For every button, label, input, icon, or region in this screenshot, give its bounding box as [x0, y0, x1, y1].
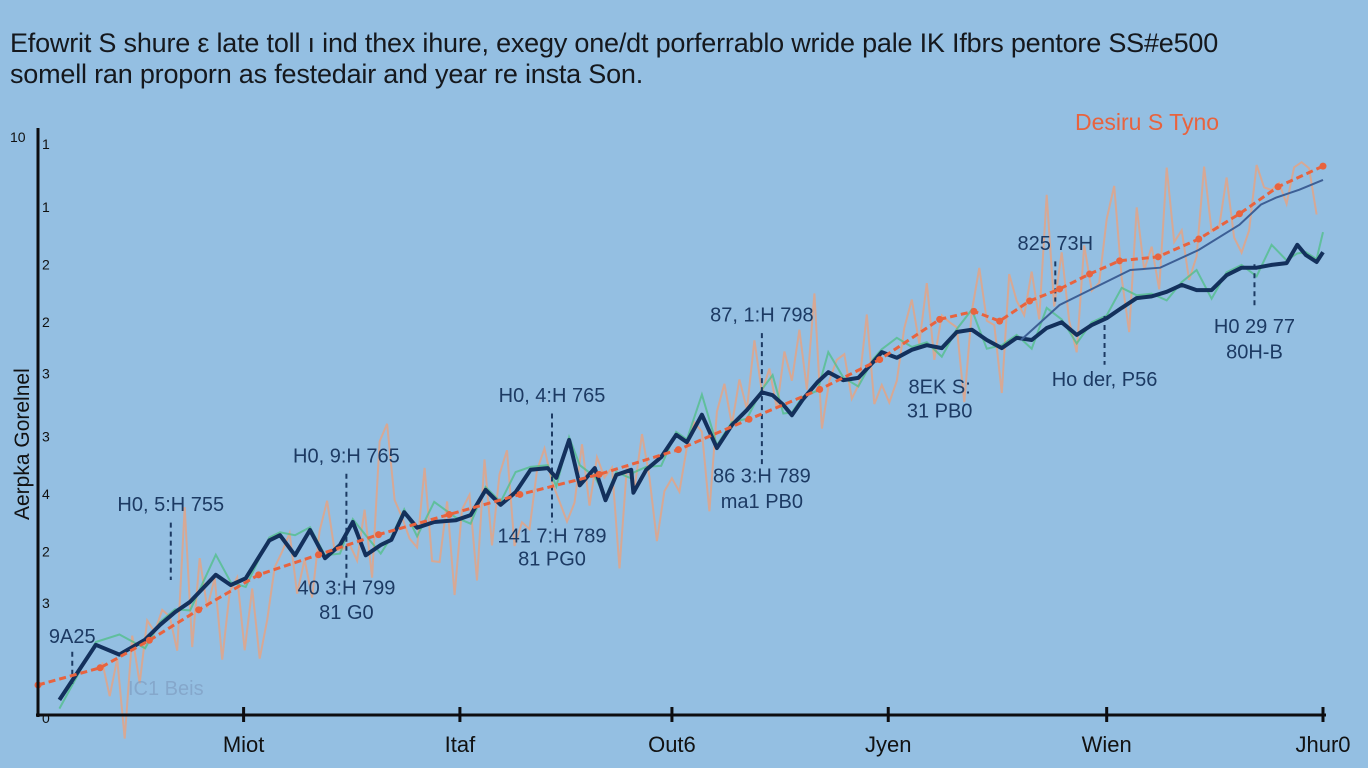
axes [36, 128, 1326, 717]
x-tick-label: Out6 [648, 732, 696, 757]
y-tick-label: 4 [42, 486, 50, 502]
x-tick-label: Jyen [865, 732, 911, 757]
trend-marker [145, 636, 153, 644]
annotation-label: Ho der, P56 [1052, 369, 1158, 391]
annotation-label: 825 73H [1017, 233, 1093, 255]
x-ticks: Miot Itaf Out6 Jyen Wien Jhur0 [223, 707, 1351, 757]
y-tick-label: 2 [42, 314, 50, 330]
trend-marker [745, 415, 753, 423]
trend-marker [1274, 183, 1282, 191]
y-tick-label: 0 [42, 710, 50, 726]
title-line-2: somell ran proporn as festedair and year… [10, 59, 644, 89]
trend-marker [375, 531, 383, 539]
trend-marker [1235, 210, 1243, 218]
title-line-1: Efowrit S shure ε late toll ı ind thex i… [10, 28, 1219, 58]
annotation-label: 31 PB0 [907, 401, 973, 423]
trend-marker [195, 606, 203, 614]
x-tick-label: Miot [223, 732, 265, 757]
series-line-trend [37, 164, 1324, 687]
series-line-main [57, 242, 1325, 702]
annotation-label: H0, 4:H 765 [499, 385, 606, 407]
x-tick-label: Wien [1082, 732, 1132, 757]
trend-marker [1154, 253, 1162, 261]
trend-marker [816, 385, 824, 393]
trend-marker [315, 551, 323, 559]
annotation-label: 81 G0 [319, 602, 373, 624]
trend-marker [970, 307, 978, 315]
annotation-label: 8EK S: [909, 376, 971, 398]
annotations: 9A25 H0, 5:H 755 H0, 9:H 765 40 3:H 799 81 G… [49, 233, 1295, 648]
annotation-label: 80H-B [1226, 341, 1283, 363]
trend-marker [595, 470, 603, 478]
trend-marker [876, 356, 884, 364]
y-tick-labels: 10 1 1 2 2 3 3 4 2 3 0 [10, 129, 50, 726]
y-tick-label: 2 [42, 257, 50, 273]
watermark-logo: IC1 Beis [128, 678, 204, 700]
trend-marker [996, 317, 1004, 325]
annotation-label: H0 29 77 [1214, 316, 1295, 338]
trend-marker [1056, 285, 1064, 293]
annotation-label: 141 7:H 789 [498, 526, 607, 548]
annotation-label: 9A25 [49, 626, 96, 648]
x-tick-label: Itaf [445, 732, 476, 757]
noise-spikes [101, 160, 1318, 739]
y-tick-label: 2 [42, 544, 50, 560]
trend-marker [1195, 235, 1203, 243]
y-tick-label: 10 [10, 129, 26, 145]
annotation-label: 81 PG0 [518, 549, 586, 571]
annotation-label: 87, 1:H 798 [710, 305, 813, 327]
trend-marker [674, 446, 682, 454]
y-tick-label: 1 [42, 199, 50, 215]
annotation-label: 40 3:H 799 [297, 577, 395, 599]
trend-marker [445, 511, 453, 519]
series-group [34, 162, 1327, 702]
noise-spike-path [101, 160, 1318, 739]
y-tick-label: 3 [42, 366, 50, 382]
green-noise-series [58, 231, 1324, 710]
trend-marker [516, 490, 524, 498]
trend-marker [936, 315, 944, 323]
x-tick-label: Jhur0 [1295, 732, 1350, 757]
annotation-label: ma1 PB0 [721, 491, 803, 513]
green-series-line [58, 231, 1324, 710]
chart-title: Efowrit S shure ε late toll ı ind thex i… [10, 28, 1360, 90]
annotation-label: H0, 9:H 765 [293, 445, 400, 467]
annotation-leader-lines [71, 261, 1256, 685]
trend-marker [255, 571, 263, 579]
trend-marker [1086, 270, 1094, 278]
y-tick-label: 1 [42, 136, 50, 152]
trend-marker [1116, 257, 1124, 265]
y-axis-label: Aerpka Gorelnel [11, 368, 34, 520]
trend-marker [1026, 297, 1034, 305]
y-tick-label: 3 [42, 595, 50, 611]
trend-marker [1319, 162, 1327, 170]
legend-label[interactable]: Desiru S Tyno [1075, 109, 1219, 135]
trend-marker [96, 664, 104, 672]
series-line-secondary [1020, 178, 1324, 341]
annotation-label: 86 3:H 789 [713, 465, 811, 487]
annotation-label: H0, 5:H 755 [117, 494, 224, 516]
y-tick-label: 3 [42, 429, 50, 445]
